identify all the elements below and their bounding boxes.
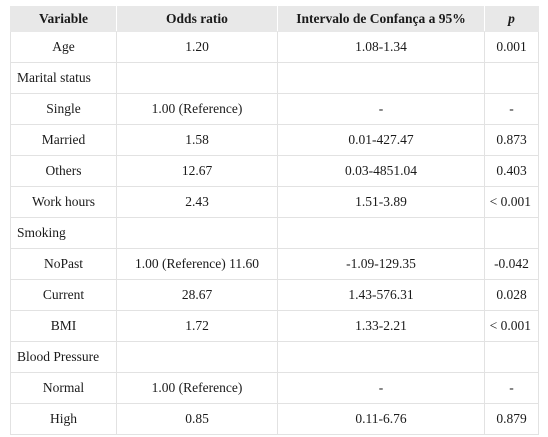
p-value-cell: - <box>484 93 539 125</box>
table-row: BMI 1.72 1.33-2.21 < 0.001 <box>10 310 539 342</box>
confidence-interval-cell: 1.08-1.34 <box>277 31 485 63</box>
variable-cell: Blood Pressure <box>10 341 117 373</box>
p-value-cell: - <box>484 372 539 404</box>
header-confidence-interval: Intervalo de Confança a 95% <box>277 6 485 32</box>
confidence-interval-cell <box>277 62 485 94</box>
variable-cell: Current <box>10 279 117 311</box>
odds-ratio-cell: 1.72 <box>116 310 278 342</box>
variable-cell: Marital status <box>10 62 117 94</box>
confidence-interval-cell: 1.43-576.31 <box>277 279 485 311</box>
variable-cell: NoPast <box>10 248 117 280</box>
odds-ratio-cell: 28.67 <box>116 279 278 311</box>
confidence-interval-cell: 1.33-2.21 <box>277 310 485 342</box>
odds-ratio-cell: 12.67 <box>116 155 278 187</box>
confidence-interval-cell: 0.03-4851.04 <box>277 155 485 187</box>
variable-cell: Others <box>10 155 117 187</box>
table-row: Work hours 2.43 1.51-3.89 < 0.001 <box>10 186 539 218</box>
confidence-interval-cell: 0.11-6.76 <box>277 403 485 435</box>
p-value-cell <box>484 62 539 94</box>
table-body: Age 1.20 1.08-1.34 0.001 Marital status Singl… <box>10 31 539 435</box>
variable-cell: BMI <box>10 310 117 342</box>
odds-ratio-cell: 1.20 <box>116 31 278 63</box>
variable-cell: Age <box>10 31 117 63</box>
odds-ratio-cell: 1.00 (Reference) <box>116 93 278 125</box>
odds-ratio-table: Variable Odds ratio Intervalo de Confanç… <box>10 6 539 435</box>
table-row: High 0.85 0.11-6.76 0.879 <box>10 403 539 435</box>
header-variable: Variable <box>10 6 117 32</box>
table-header: Variable Odds ratio Intervalo de Confanç… <box>10 6 539 32</box>
table-row: Others 12.67 0.03-4851.04 0.403 <box>10 155 539 187</box>
table-row: Blood Pressure <box>10 341 539 373</box>
odds-ratio-cell: 1.58 <box>116 124 278 156</box>
odds-ratio-cell: 2.43 <box>116 186 278 218</box>
odds-ratio-cell <box>116 217 278 249</box>
header-p-value: p <box>484 6 539 32</box>
table-row: Current 28.67 1.43-576.31 0.028 <box>10 279 539 311</box>
variable-cell: Married <box>10 124 117 156</box>
confidence-interval-cell: - <box>277 93 485 125</box>
variable-cell: Smoking <box>10 217 117 249</box>
confidence-interval-cell: 1.51-3.89 <box>277 186 485 218</box>
p-value-cell: 0.873 <box>484 124 539 156</box>
table-row: Normal 1.00 (Reference) - - <box>10 372 539 404</box>
table-row: Smoking <box>10 217 539 249</box>
table-row: Married 1.58 0.01-427.47 0.873 <box>10 124 539 156</box>
p-value-cell: 0.879 <box>484 403 539 435</box>
odds-ratio-cell: 0.85 <box>116 403 278 435</box>
variable-cell: Work hours <box>10 186 117 218</box>
odds-ratio-cell <box>116 62 278 94</box>
confidence-interval-cell: 0.01-427.47 <box>277 124 485 156</box>
p-value-cell: -0.042 <box>484 248 539 280</box>
header-row: Variable Odds ratio Intervalo de Confanç… <box>10 6 539 32</box>
p-value-cell: 0.028 <box>484 279 539 311</box>
variable-cell: Normal <box>10 372 117 404</box>
table-row: NoPast 1.00 (Reference) 11.60 -1.09-129.35… <box>10 248 539 280</box>
confidence-interval-cell: - <box>277 372 485 404</box>
odds-ratio-cell: 1.00 (Reference) <box>116 372 278 404</box>
p-value-cell <box>484 341 539 373</box>
table-row: Age 1.20 1.08-1.34 0.001 <box>10 31 539 63</box>
header-odds-ratio: Odds ratio <box>116 6 278 32</box>
variable-cell: High <box>10 403 117 435</box>
odds-ratio-cell: 1.00 (Reference) 11.60 <box>116 248 278 280</box>
confidence-interval-cell <box>277 217 485 249</box>
confidence-interval-cell: -1.09-129.35 <box>277 248 485 280</box>
p-value-cell: 0.403 <box>484 155 539 187</box>
table-row: Single 1.00 (Reference) - - <box>10 93 539 125</box>
p-value-cell: < 0.001 <box>484 310 539 342</box>
confidence-interval-cell <box>277 341 485 373</box>
variable-cell: Single <box>10 93 117 125</box>
odds-ratio-cell <box>116 341 278 373</box>
p-value-cell: < 0.001 <box>484 186 539 218</box>
table-row: Marital status <box>10 62 539 94</box>
p-value-cell: 0.001 <box>484 31 539 63</box>
p-value-cell <box>484 217 539 249</box>
